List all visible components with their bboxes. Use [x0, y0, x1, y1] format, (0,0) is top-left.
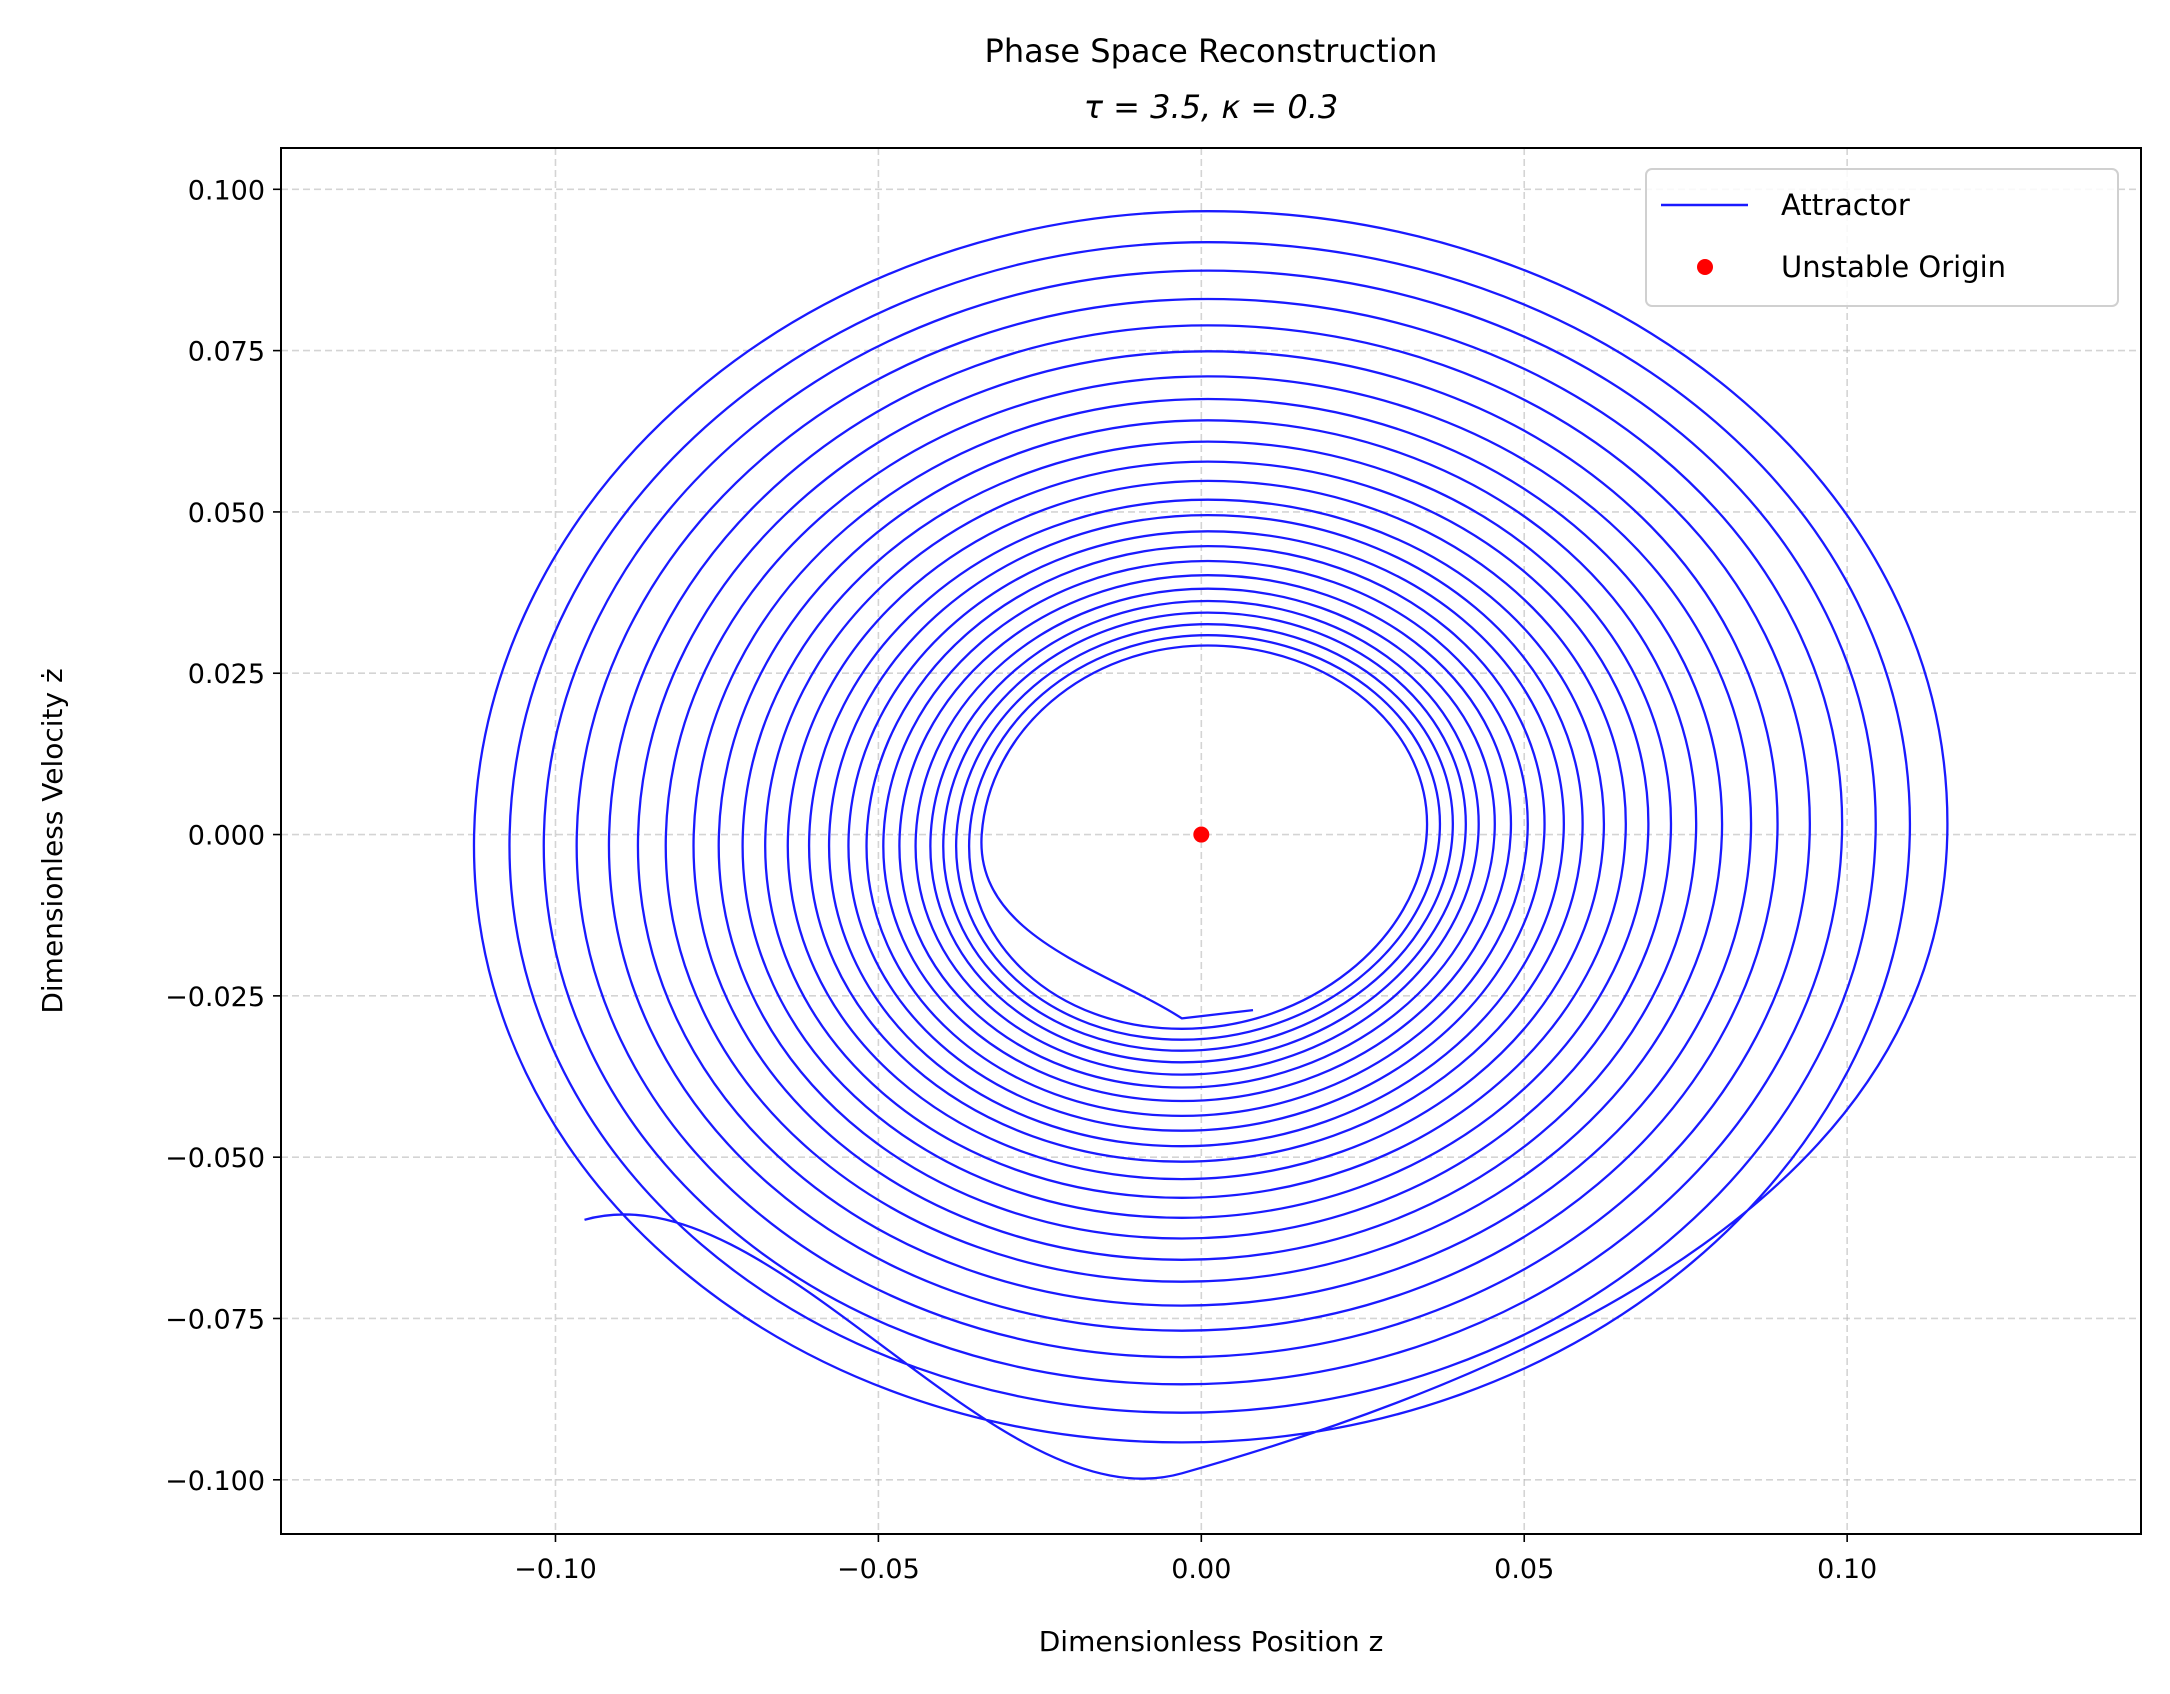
y-tick-label: 0.100	[188, 175, 265, 206]
x-tick-label: 0.10	[1817, 1554, 1877, 1585]
y-tick-label: −0.025	[165, 982, 265, 1013]
y-tick-label: 0.025	[188, 659, 265, 690]
chart-title: Phase Space Reconstruction	[985, 32, 1438, 70]
axes-frame	[280, 147, 2142, 1535]
y-tick-label: −0.100	[165, 1466, 265, 1497]
legend: Attractor Unstable Origin	[1645, 168, 2119, 307]
attractor-line	[472, 210, 1949, 1480]
x-tick-label: 0.05	[1494, 1554, 1554, 1585]
y-tick-label: 0.000	[188, 821, 265, 852]
legend-marker-origin	[1697, 259, 1713, 275]
legend-label-attractor: Attractor	[1781, 188, 1910, 222]
x-axis-label: Dimensionless Position z	[1039, 1625, 1384, 1658]
axis-ticks: −0.10 −0.05 0.00 0.05 0.10 0.100 0.075 0.050 0.0…	[165, 175, 1877, 1585]
x-tick-label: 0.00	[1171, 1554, 1231, 1585]
x-tick-label: −0.05	[837, 1554, 920, 1585]
legend-box	[1645, 168, 2119, 307]
y-tick-label: −0.075	[165, 1304, 265, 1335]
x-tick-label: −0.10	[514, 1554, 597, 1585]
plot-area	[472, 210, 1949, 1480]
y-tick-label: −0.050	[165, 1143, 265, 1174]
y-tick-label: 0.075	[188, 337, 265, 368]
chart-subtitle: τ = 3.5, κ = 0.3	[1084, 88, 1339, 126]
y-axis-label: Dimensionless Velocity ż	[36, 668, 69, 1013]
legend-label-origin: Unstable Origin	[1781, 250, 2006, 284]
y-tick-label: 0.050	[188, 498, 265, 529]
unstable-origin-point	[1193, 826, 1210, 843]
